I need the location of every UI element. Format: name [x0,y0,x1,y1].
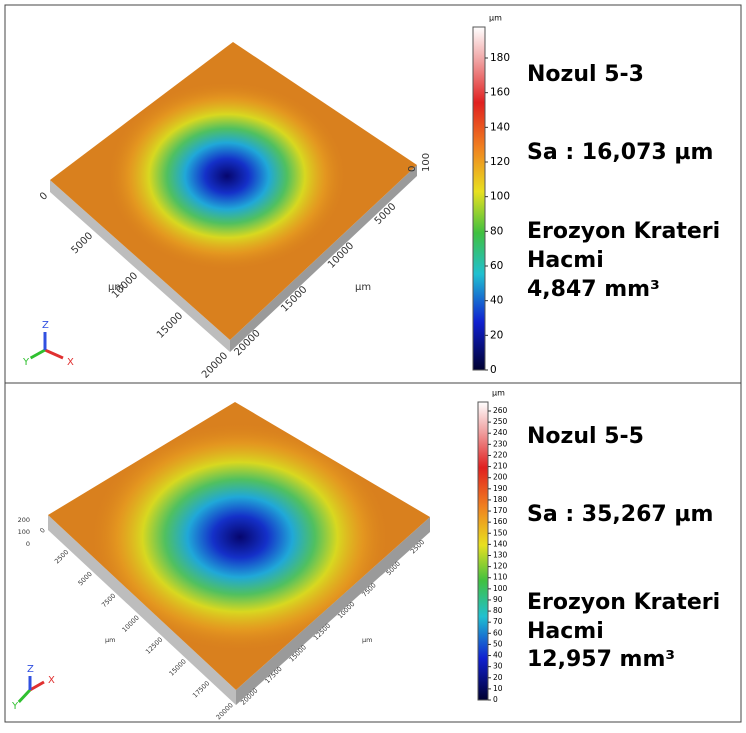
axis-tick-label: 0 [38,526,47,535]
axis-tick-label: 2500 [53,548,70,565]
axis-tick-label: 0 [38,190,50,202]
colorbar-tick-label: 0 [493,695,498,704]
crater [107,81,347,271]
colorbar-tick-label: 140 [493,539,508,548]
triad-label: Z [27,664,34,675]
colorbar-tick-label: 100 [490,191,510,203]
axis-tick-label: 10000 [121,614,141,634]
panel-border [4,382,742,723]
triad-label: Y [22,357,30,368]
colorbar-tick-label: 130 [493,551,508,560]
colorbar-tick-label: 60 [490,260,503,272]
colorbar-tick-label: 210 [493,462,508,471]
panel-title: Nozul 5-3 [527,62,644,87]
colorbar-tick-label: 50 [493,639,503,648]
axis-tick-label: 200 [18,516,30,524]
axis-unit: µm [355,282,371,293]
colorbar-tick-label: 240 [493,428,508,437]
colorbar-tick-label: 80 [490,225,503,237]
crater [90,422,390,652]
colorbar-tick-label: 0 [490,364,497,376]
surface-side [236,517,430,705]
colorbar [472,26,486,371]
colorbar-unit: µm [492,389,505,398]
triad-label: Y [11,701,19,712]
axis-tick-label: 0 [407,166,418,172]
triad-y [29,348,46,360]
colorbar-tick-label: 150 [493,528,508,537]
axis-tick-label: 5000 [76,570,93,587]
colorbar-tick-label: 40 [493,651,503,660]
axis-unit: µm [105,636,115,644]
panel-title: Nozul 5-5 [527,424,644,449]
triad-y [17,688,32,704]
colorbar-tick-label: 160 [490,87,510,99]
surface-side [48,515,236,705]
triad-label: X [67,357,74,368]
axis-tick-label: 100 [421,153,432,172]
volume-value: 12,957 mm³ [527,647,675,672]
axis-unit: µm [108,282,124,293]
axis-tick-label: 20000 [200,350,230,380]
axis-tick-label: 7500 [100,592,117,609]
volume-value: 4,847 mm³ [527,277,660,302]
colorbar-tick-label: 40 [490,295,503,307]
colorbar-tick-label: 10 [493,684,503,693]
triad-label: Z [42,320,49,331]
colorbar-tick-label: 20 [493,673,503,682]
axis-tick-label: 5000 [69,230,95,256]
colorbar [477,401,489,701]
colorbar-tick-label: 100 [493,584,508,593]
colorbar-tick-label: 120 [490,156,510,168]
colorbar-tick-label: 200 [493,473,508,482]
colorbar-tick-label: 60 [493,628,503,637]
roughness: Sa : 35,267 µm [527,502,713,527]
volume-label: Erozyon Krateri [527,590,720,615]
colorbar-tick-label: 160 [493,517,508,526]
colorbar-tick-label: 170 [493,506,508,515]
colorbar-tick-label: 30 [493,662,503,671]
colorbar-tick-label: 190 [493,484,508,493]
triad-x [44,348,64,360]
axis-tick-label: 100 [18,528,30,536]
axis-unit: µm [362,636,372,644]
triad-x [29,680,45,692]
axis-tick-label: 15000 [168,657,188,677]
colorbar-unit: µm [489,14,502,23]
volume-label: Hacmi [527,248,604,273]
colorbar-tick-label: 220 [493,450,508,459]
colorbar-tick-label: 230 [493,439,508,448]
axis-tick-label: 0 [26,540,30,548]
surface-side [50,180,230,352]
colorbar-tick-label: 20 [490,329,503,341]
axis-tick-label: 20000 [215,701,235,721]
axis-tick-label: 15000 [155,310,185,340]
colorbar-tick-label: 70 [493,617,503,626]
colorbar-tick-label: 250 [493,417,508,426]
colorbar-tick-label: 110 [493,573,508,582]
volume-label: Hacmi [527,619,604,644]
colorbar-tick-label: 260 [493,406,508,415]
volume-label: Erozyon Krateri [527,219,720,244]
colorbar-tick-label: 180 [490,52,510,64]
colorbar-tick-label: 180 [493,495,508,504]
axis-tick-label: 17500 [191,679,211,699]
colorbar-tick-label: 120 [493,562,508,571]
surface-side [230,165,417,352]
colorbar-tick-label: 140 [490,121,510,133]
roughness: Sa : 16,073 µm [527,140,713,165]
triad-label: X [48,675,55,686]
colorbar-tick-label: 90 [493,595,503,604]
axis-tick-label: 12500 [144,636,164,656]
colorbar-tick-label: 80 [493,606,503,615]
